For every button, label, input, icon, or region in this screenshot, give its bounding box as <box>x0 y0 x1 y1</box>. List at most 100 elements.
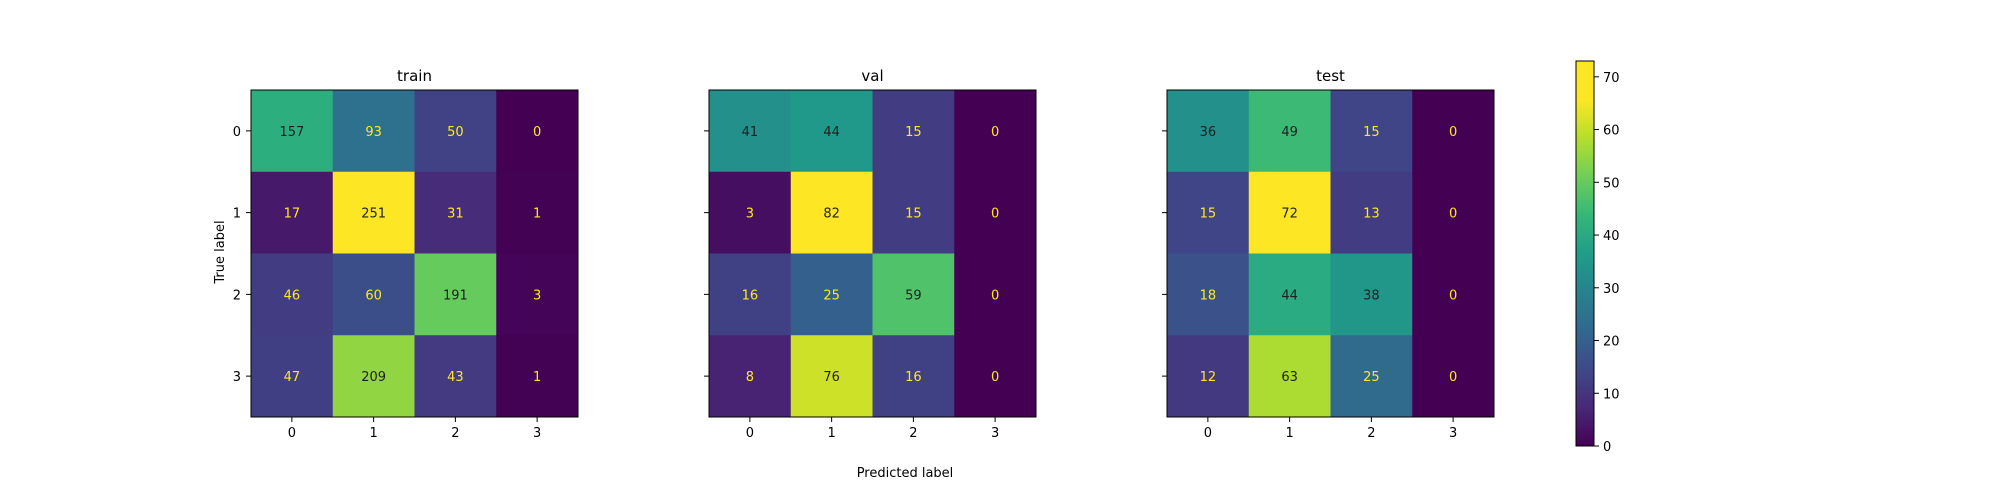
heatmap-cell <box>414 171 497 254</box>
cell-value-label: 12 <box>1200 370 1217 385</box>
cell-value-label: 0 <box>1449 125 1457 140</box>
heatmap-cell <box>709 335 792 418</box>
x-tick-label: 3 <box>533 426 541 441</box>
heatmap-cell <box>332 171 415 254</box>
cell-value-label: 93 <box>365 125 382 140</box>
cell-value-label: 31 <box>447 207 464 222</box>
x-tick-label: 1 <box>827 426 835 441</box>
cell-value-label: 0 <box>991 207 999 222</box>
heatmap-cell <box>872 253 955 336</box>
cell-value-label: 13 <box>1363 207 1380 222</box>
cell-value-label: 44 <box>823 125 840 140</box>
heatmap-cell <box>1330 335 1413 418</box>
heatmap-cell <box>790 253 873 336</box>
cell-value-label: 60 <box>365 288 382 303</box>
cell-value-label: 0 <box>1449 288 1457 303</box>
panel-title: val <box>861 67 883 85</box>
cell-value-label: 0 <box>991 125 999 140</box>
heatmap-cell <box>790 90 873 173</box>
heatmap-cell <box>414 253 497 336</box>
x-tick-label: 3 <box>1449 426 1457 441</box>
cell-value-label: 16 <box>905 370 922 385</box>
heatmap-cell <box>1248 171 1331 254</box>
heatmap-cell <box>1412 90 1495 173</box>
cell-value-label: 15 <box>1200 207 1217 222</box>
cell-value-label: 0 <box>991 288 999 303</box>
cell-value-label: 209 <box>361 370 386 385</box>
heatmap-cell <box>1167 335 1250 418</box>
colorbar-tick-label: 70 <box>1603 71 1620 86</box>
cell-value-label: 63 <box>1281 370 1298 385</box>
heatmap-cell <box>496 171 579 254</box>
cell-value-label: 43 <box>447 370 464 385</box>
heatmap-cell <box>1167 253 1250 336</box>
heatmap-cell <box>872 171 955 254</box>
heatmap-cell <box>1330 171 1413 254</box>
heatmap-cell <box>872 335 955 418</box>
heatmap-cell <box>1248 90 1331 173</box>
cell-value-label: 17 <box>284 207 301 222</box>
cell-value-label: 47 <box>284 370 301 385</box>
panel-title: train <box>397 67 432 85</box>
cell-value-label: 44 <box>1281 288 1298 303</box>
heatmap-cell <box>790 335 873 418</box>
plot-frame <box>1166 89 1495 418</box>
cell-value-label: 15 <box>905 125 922 140</box>
cell-value-label: 76 <box>823 370 840 385</box>
cell-value-label: 18 <box>1200 288 1217 303</box>
heatmap-cell <box>496 90 579 173</box>
cell-value-label: 41 <box>742 125 759 140</box>
heatmap-cell <box>251 253 334 336</box>
colorbar-ticks: 0 10 20 30 40 50 60 70 <box>1594 71 1620 455</box>
heatmap-cell <box>790 171 873 254</box>
cell-value-label: 25 <box>1363 370 1380 385</box>
cell-value-label: 0 <box>1449 207 1457 222</box>
cell-value-label: 15 <box>1363 125 1380 140</box>
cell-value-label: 46 <box>284 288 301 303</box>
colorbar-tick-label: 40 <box>1603 229 1620 244</box>
colorbar-tick-label: 50 <box>1603 176 1620 191</box>
x-tick-label: 3 <box>991 426 999 441</box>
cell-value-label: 3 <box>746 207 754 222</box>
colorbar-tick-label: 60 <box>1603 124 1620 139</box>
colorbar-tick-label: 30 <box>1603 282 1620 297</box>
cell-value-label: 251 <box>361 207 386 222</box>
cell-value-label: 0 <box>533 125 541 140</box>
x-axis-label: Predicted label <box>857 466 954 481</box>
heatmap-cell <box>954 171 1037 254</box>
colorbar-tick-label: 0 <box>1603 440 1611 455</box>
cell-value-label: 59 <box>905 288 922 303</box>
heatmap-cell <box>496 253 579 336</box>
heatmap-cell <box>954 90 1037 173</box>
x-tick-label: 2 <box>451 426 459 441</box>
heatmap-cell <box>332 335 415 418</box>
cell-value-label: 50 <box>447 125 464 140</box>
cell-value-label: 72 <box>1281 207 1298 222</box>
cell-value-label: 16 <box>742 288 759 303</box>
colorbar-tick-label: 10 <box>1603 387 1620 402</box>
cell-value-label: 3 <box>533 288 541 303</box>
heatmap-cell <box>251 335 334 418</box>
colorbar-gradient <box>1575 60 1595 447</box>
colorbar: 0 10 20 30 40 50 60 70 <box>1575 60 1620 455</box>
x-tick-label: 0 <box>288 426 296 441</box>
cell-value-label: 15 <box>905 207 922 222</box>
cell-value-label: 1 <box>533 207 541 222</box>
heatmap-cell <box>1167 171 1250 254</box>
y-tick-label: 3 <box>233 370 241 385</box>
y-tick-label: 0 <box>233 125 241 140</box>
heatmap-cell <box>332 253 415 336</box>
cell-value-label: 49 <box>1281 125 1298 140</box>
heatmap-cell <box>954 253 1037 336</box>
cell-value-label: 36 <box>1200 125 1217 140</box>
cell-value-label: 157 <box>279 125 304 140</box>
cell-value-label: 0 <box>991 370 999 385</box>
heatmap-cell <box>414 90 497 173</box>
heatmap-cell <box>1248 335 1331 418</box>
heatmap-cell <box>251 90 334 173</box>
heatmap-cell <box>414 335 497 418</box>
